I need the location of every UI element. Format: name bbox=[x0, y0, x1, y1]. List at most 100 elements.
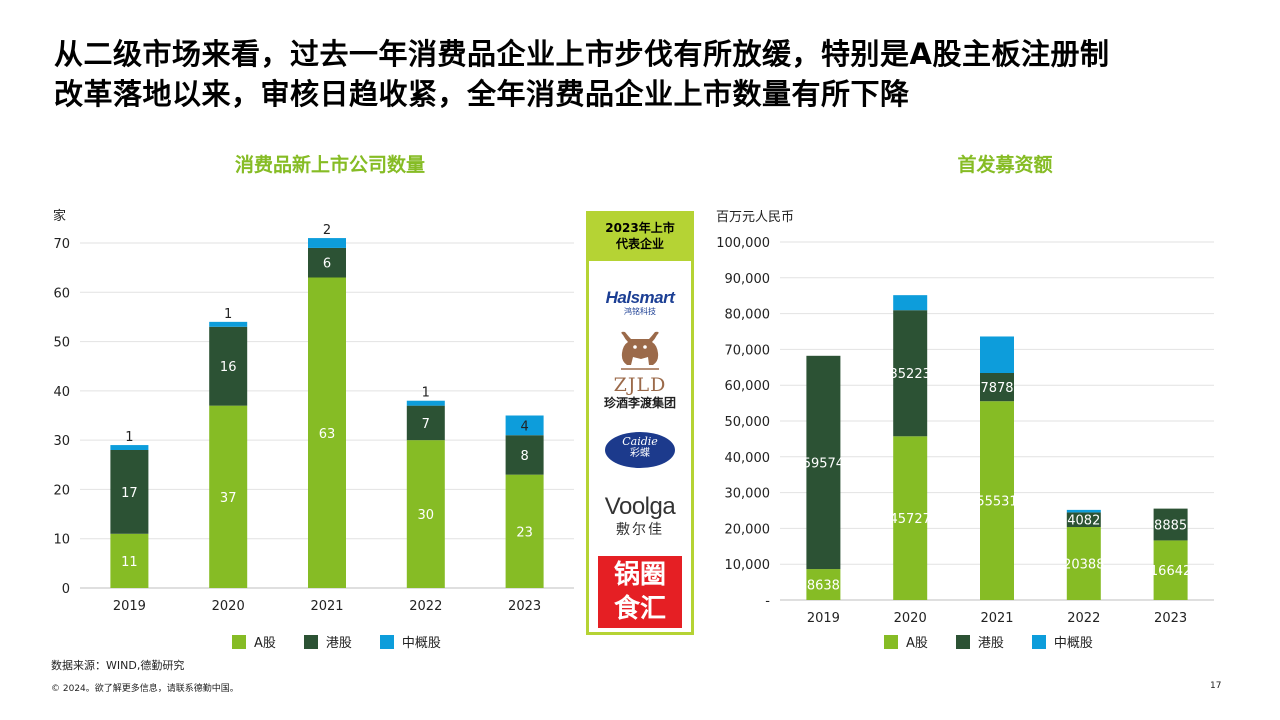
data-label-a-share: 30 bbox=[418, 508, 435, 523]
bar-china-concept-2020 bbox=[893, 295, 928, 311]
bar-hk-2019 bbox=[110, 450, 149, 534]
data-label-hk: 35223 bbox=[890, 367, 931, 382]
data-label-hk: 16 bbox=[220, 360, 237, 375]
panel-title: 2023年上市 代表企业 bbox=[586, 211, 694, 261]
x-tick-label: 2019 bbox=[807, 611, 840, 626]
data-label-hk: 4082 bbox=[1067, 514, 1100, 529]
halsmart-wordmark: Halsmart bbox=[605, 288, 675, 307]
legend-label-a-share: A股 bbox=[254, 636, 276, 651]
legend-label-a-share: A股 bbox=[906, 636, 928, 651]
legend-item-hk: 港股 bbox=[303, 632, 352, 651]
data-label-a-share: 45727 bbox=[890, 512, 931, 527]
data-label-a-share: 8638 bbox=[807, 579, 840, 594]
y-tick-label: 90,000 bbox=[725, 272, 771, 287]
legend-item-hk: 港股 bbox=[955, 632, 1004, 651]
y-tick-label: 20 bbox=[53, 483, 70, 498]
bar-a-share-2022 bbox=[406, 440, 445, 588]
y-tick-label: 80,000 bbox=[725, 308, 771, 323]
caidie-badge: Caidie 彩蝶 bbox=[605, 432, 675, 468]
x-tick-label: 2019 bbox=[113, 599, 146, 614]
y-tick-label: 70,000 bbox=[725, 343, 771, 358]
data-label-hk: 7878 bbox=[980, 381, 1013, 396]
bar-china-concept-2021 bbox=[980, 336, 1014, 373]
halsmart-logo: Halsmart 鸿铭科技 bbox=[589, 288, 691, 317]
bar-china-concept-2022 bbox=[406, 400, 445, 406]
y-tick-label: 60 bbox=[53, 286, 70, 301]
bar-china-concept-2022 bbox=[1066, 509, 1101, 513]
chart-title-ipo-proceeds: 首发募资额 bbox=[957, 154, 1053, 176]
panel-title-line-2: 代表企业 bbox=[615, 237, 664, 251]
bull-icon bbox=[621, 331, 659, 370]
page-number: 17 bbox=[1210, 681, 1222, 691]
legend-item-china-concept: 中概股 bbox=[379, 632, 441, 651]
guoquan-logo: 锅圈 食汇 bbox=[589, 556, 691, 628]
zjld-subtitle: 珍酒李渡集团 bbox=[603, 396, 676, 410]
data-label-hk: 8885 bbox=[1154, 519, 1187, 534]
y-axis-unit-label: 百万元人民币 bbox=[716, 210, 794, 225]
bar-china-concept-2020 bbox=[209, 321, 248, 327]
legend-swatch-a-share bbox=[232, 634, 246, 649]
x-tick-label: 2020 bbox=[212, 599, 245, 614]
bar-a-share-2021 bbox=[308, 277, 346, 588]
legend-swatch-china-concept bbox=[379, 634, 394, 649]
legend-label-china-concept: 中概股 bbox=[1053, 636, 1093, 651]
bar-hk-2020 bbox=[209, 326, 248, 406]
chart-title-listings: 消费品新上市公司数量 bbox=[234, 154, 425, 176]
legend-swatch-hk bbox=[955, 634, 970, 649]
headline-line-1: 从二级市场来看，过去一年消费品企业上市步伐有所放缓，特别是A股主板注册制 bbox=[54, 37, 1110, 71]
legend-item-a-share: A股 bbox=[884, 632, 928, 651]
data-label-a-share: 11 bbox=[121, 555, 138, 570]
bar-hk-2021 bbox=[308, 247, 346, 278]
y-tick-label: 20,000 bbox=[725, 522, 771, 537]
bar-china-concept-2021 bbox=[308, 238, 346, 248]
bar-hk-2023 bbox=[505, 435, 544, 475]
y-tick-label: - bbox=[765, 594, 770, 609]
headline: 从二级市场来看，过去一年消费品企业上市步伐有所放缓，特别是A股主板注册制 改革落… bbox=[54, 34, 1234, 114]
bar-china-concept-2019 bbox=[110, 445, 149, 450]
listings-bar-chart: 家010203040506070201911171202037161202163… bbox=[53, 208, 574, 614]
data-label-a-share: 20388 bbox=[1063, 558, 1104, 573]
caidie-logo: Caidie 彩蝶 bbox=[589, 432, 691, 468]
y-tick-label: 10,000 bbox=[725, 558, 771, 573]
data-label-a-share: 63 bbox=[319, 427, 336, 442]
data-label-a-share: 23 bbox=[516, 525, 533, 540]
ipo-proceeds-bar-chart: 百万元人民币 - 10,000 20,000 30,000 40,000 50,000 60,… bbox=[716, 210, 1214, 626]
legend-swatch-hk bbox=[303, 634, 318, 649]
bar-a-share-2023 bbox=[1153, 540, 1188, 600]
guoquan-wordmark-line-1: 锅圈 bbox=[613, 560, 666, 590]
y-tick-label: 40,000 bbox=[725, 451, 771, 466]
x-tick-label: 2023 bbox=[1154, 611, 1187, 626]
y-axis-unit-label: 家 bbox=[53, 208, 66, 224]
x-tick-label: 2021 bbox=[310, 599, 343, 614]
bar-china-concept-2023 bbox=[505, 415, 544, 436]
y-tick-label: 10 bbox=[53, 533, 70, 548]
x-tick-label: 2023 bbox=[508, 599, 541, 614]
y-tick-label: 50 bbox=[53, 336, 70, 351]
zjld-wordmark: ZJLD bbox=[613, 374, 667, 396]
legend-ipo-proceeds: A股 港股 中概股 bbox=[884, 632, 1121, 651]
caidie-subtitle: 彩蝶 bbox=[630, 448, 650, 459]
y-tick-label: 40 bbox=[53, 385, 70, 400]
bar-hk-2019 bbox=[806, 355, 841, 570]
bar-a-share-2019 bbox=[110, 533, 149, 588]
legend-item-china-concept: 中概股 bbox=[1031, 632, 1093, 651]
data-label-china-concept: 1 bbox=[422, 386, 430, 401]
y-tick-label: 70 bbox=[53, 237, 70, 252]
x-tick-label: 2022 bbox=[1067, 611, 1100, 626]
bar-a-share-2020 bbox=[893, 436, 928, 600]
y-tick-label: 50,000 bbox=[725, 415, 771, 430]
data-label-a-share: 16642 bbox=[1150, 564, 1191, 579]
x-tick-label: 2021 bbox=[980, 611, 1013, 626]
y-tick-label: 100,000 bbox=[716, 236, 770, 251]
data-label-china-concept: 1 bbox=[125, 430, 133, 445]
data-label-hk: 7 bbox=[422, 417, 430, 432]
legend-item-a-share: A股 bbox=[232, 632, 276, 651]
representative-companies-panel: 2023年上市 代表企业 Halsmart 鸿铭科技 ZJLD 珍酒李渡集团 C… bbox=[586, 211, 694, 635]
legend-swatch-china-concept bbox=[1031, 634, 1046, 649]
data-label-china-concept: 4 bbox=[520, 419, 528, 434]
halsmart-subtitle: 鸿铭科技 bbox=[624, 307, 656, 316]
data-source-note: 数据来源：WIND,德勤研究 bbox=[51, 659, 185, 672]
legend-label-hk: 港股 bbox=[325, 636, 352, 651]
legend-label-hk: 港股 bbox=[977, 636, 1004, 651]
data-label-hk: 59574 bbox=[803, 456, 844, 471]
